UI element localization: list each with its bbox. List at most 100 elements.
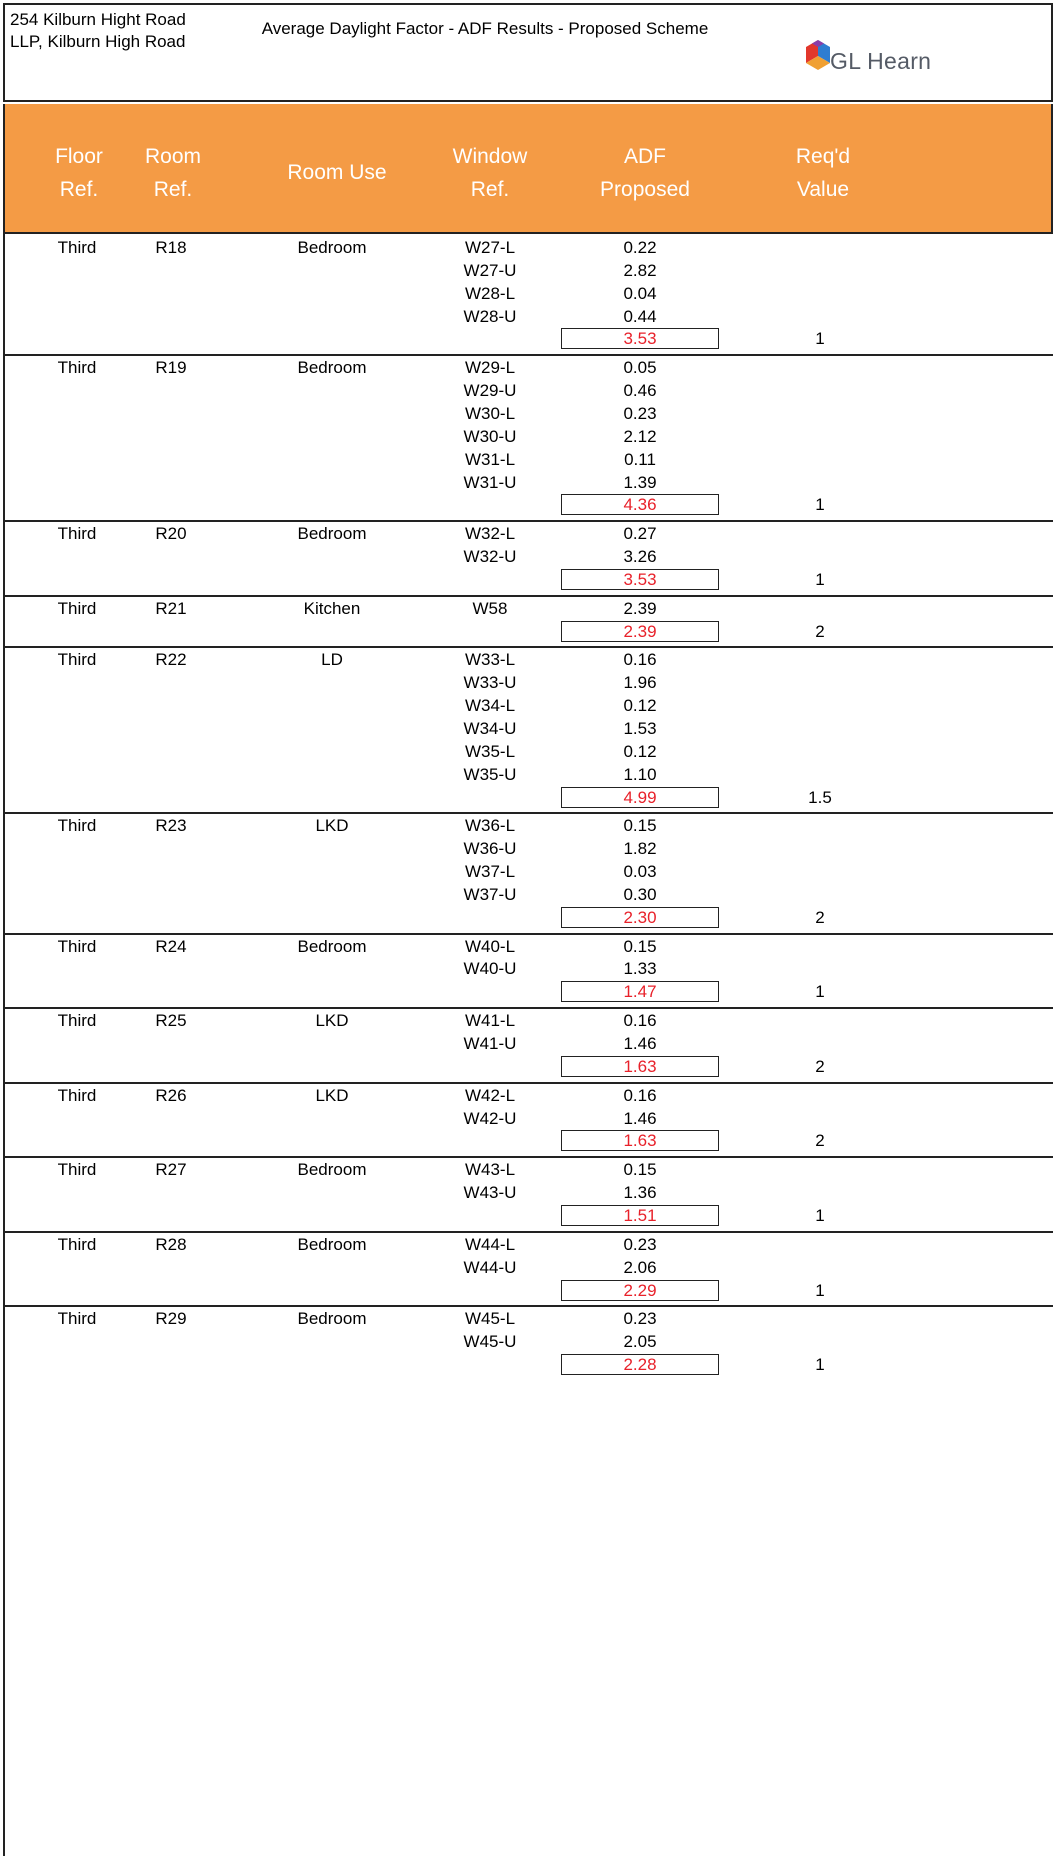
- adf-total: 2.30: [623, 907, 657, 927]
- logo-text: GL Hearn: [830, 48, 932, 74]
- room-use: Bedroom: [297, 238, 367, 257]
- reqd-value: 1: [815, 495, 825, 515]
- window-ref: W44-U: [463, 1257, 517, 1277]
- adf-total: 2.28: [623, 1355, 657, 1375]
- floor-ref: Third: [57, 524, 97, 544]
- room-ref: R21: [155, 598, 187, 618]
- reqd-value: 1: [815, 1280, 825, 1300]
- room-use: Bedroom: [297, 1309, 367, 1329]
- adf-total-box: [561, 981, 719, 1003]
- adf-value: 0.12: [623, 696, 657, 716]
- window-ref: W45-U: [463, 1332, 517, 1352]
- floor-ref: Third: [57, 358, 97, 378]
- adf-total: 3.53: [623, 329, 657, 349]
- window-ref: W28-L: [464, 283, 516, 303]
- room-row-group: Third R18 Bedroom W27-L 0.22 W27-U 2.82 W28-L 0.…: [5, 234, 1053, 354]
- window-ref: W27-U: [463, 260, 517, 280]
- window-ref: W36-U: [463, 839, 517, 859]
- adf-value: 1.96: [623, 673, 657, 693]
- reqd-value: 1: [815, 1205, 825, 1225]
- reqd-value: 2: [815, 907, 825, 927]
- adf-value: 0.16: [623, 1085, 657, 1105]
- row-separator: [5, 646, 1053, 649]
- reqd-value: 1.5: [808, 787, 832, 807]
- floor-ref: Third: [57, 1234, 97, 1254]
- col-floor-ref: Floor Ref.: [55, 145, 103, 201]
- window-ref: W30-U: [463, 426, 517, 446]
- window-ref: W33-U: [463, 673, 517, 693]
- room-row-group: Third R28 Bedroom W44-L 0.23 W44-U 2.06 2.29 1: [5, 1230, 1053, 1306]
- adf-value: 0.23: [623, 403, 657, 423]
- room-use: LD: [321, 650, 343, 670]
- room-ref: R19: [155, 358, 187, 378]
- window-ref: W42-U: [463, 1108, 517, 1128]
- room-ref: R28: [155, 1234, 187, 1254]
- adf-total: 2.29: [623, 1280, 657, 1300]
- adf-value: 1.10: [623, 764, 657, 784]
- room-row-group: Third R26 LKD W42-L 0.16 W42-U 1.46 1.63 2: [5, 1081, 1053, 1157]
- adf-value: 0.16: [623, 1011, 657, 1031]
- adf-value: 0.05: [623, 358, 657, 378]
- window-ref: W27-L: [464, 238, 516, 257]
- report-title: Average Daylight Factor - ADF Results - …: [261, 19, 709, 38]
- window-ref: W29-L: [464, 358, 516, 378]
- row-separator: [5, 1230, 1053, 1233]
- reqd-value: 1: [815, 329, 825, 349]
- window-ref: W37-U: [463, 884, 517, 904]
- row-separator: [5, 354, 1053, 357]
- adf-value: 0.27: [623, 524, 657, 544]
- adf-value: 2.12: [623, 426, 657, 446]
- adf-total: 1.63: [623, 1131, 657, 1151]
- adf-total: 4.99: [623, 787, 657, 807]
- row-separator: [5, 812, 1053, 815]
- adf-value: 3.26: [623, 547, 657, 567]
- window-ref: W40-L: [464, 936, 516, 956]
- adf-total-box: [561, 1130, 719, 1152]
- window-ref: W32-L: [464, 524, 516, 544]
- adf-value: 0.46: [623, 381, 657, 401]
- room-row-group: Third R22 LD W33-L 0.16 W33-U 1.96 W34-L 0.12 W34…: [5, 646, 1053, 812]
- adf-value: 0.12: [623, 741, 657, 761]
- adf-total: 2.39: [623, 621, 657, 641]
- room-ref: R26: [155, 1085, 187, 1105]
- room-row-group: Third R20 Bedroom W32-L 0.27 W32-U 3.26 3.53 1: [5, 520, 1053, 595]
- row-separator: [5, 594, 1053, 597]
- adf-value: 0.11: [624, 449, 656, 469]
- room-use: Bedroom: [297, 1234, 367, 1254]
- row-separator: [5, 1305, 1053, 1308]
- room-ref: R27: [155, 1160, 187, 1180]
- col-room-use: Room Use: [287, 161, 387, 184]
- floor-ref: Third: [57, 650, 97, 670]
- window-ref: W33-L: [464, 650, 516, 670]
- room-ref: R24: [155, 936, 187, 956]
- room-use: LKD: [315, 816, 349, 836]
- room-ref: R22: [155, 650, 187, 670]
- floor-ref: Third: [57, 238, 97, 257]
- adf-value: 1.36: [623, 1183, 657, 1203]
- window-ref: W34-U: [463, 718, 517, 738]
- window-ref: W35-L: [464, 741, 516, 761]
- adf-total: 3.53: [623, 569, 657, 589]
- window-ref: W34-L: [464, 696, 516, 716]
- adf-value: 0.22: [623, 238, 657, 257]
- room-ref: R18: [155, 238, 187, 257]
- adf-total-box: [561, 906, 719, 928]
- room-row-group: Third R19 Bedroom W29-L 0.05 W29-U 0.46 W30-L 0.…: [5, 354, 1053, 520]
- project-address: 254 Kilburn Hight Road LLP, Kilburn High…: [10, 10, 186, 51]
- room-row-group: Third R27 Bedroom W43-L 0.15 W43-U 1.36 1.51 1: [5, 1156, 1053, 1231]
- adf-value: 1.82: [623, 839, 657, 859]
- window-ref: W44-L: [464, 1234, 516, 1254]
- adf-value: 0.44: [623, 306, 657, 326]
- reqd-value: 2: [815, 1056, 825, 1076]
- window-ref: W31-L: [464, 449, 516, 469]
- col-adf-proposed: ADF Proposed: [600, 145, 690, 201]
- row-separator: [5, 932, 1053, 935]
- adf-value: 0.30: [623, 884, 657, 904]
- window-ref: W37-L: [464, 862, 516, 882]
- company-logo: GL Hearn: [802, 35, 1042, 85]
- adf-value: 1.46: [623, 1034, 657, 1054]
- window-ref: W36-L: [464, 816, 516, 836]
- window-ref: W29-U: [463, 381, 517, 401]
- window-ref: W30-L: [464, 403, 516, 423]
- adf-total-box: [561, 568, 719, 590]
